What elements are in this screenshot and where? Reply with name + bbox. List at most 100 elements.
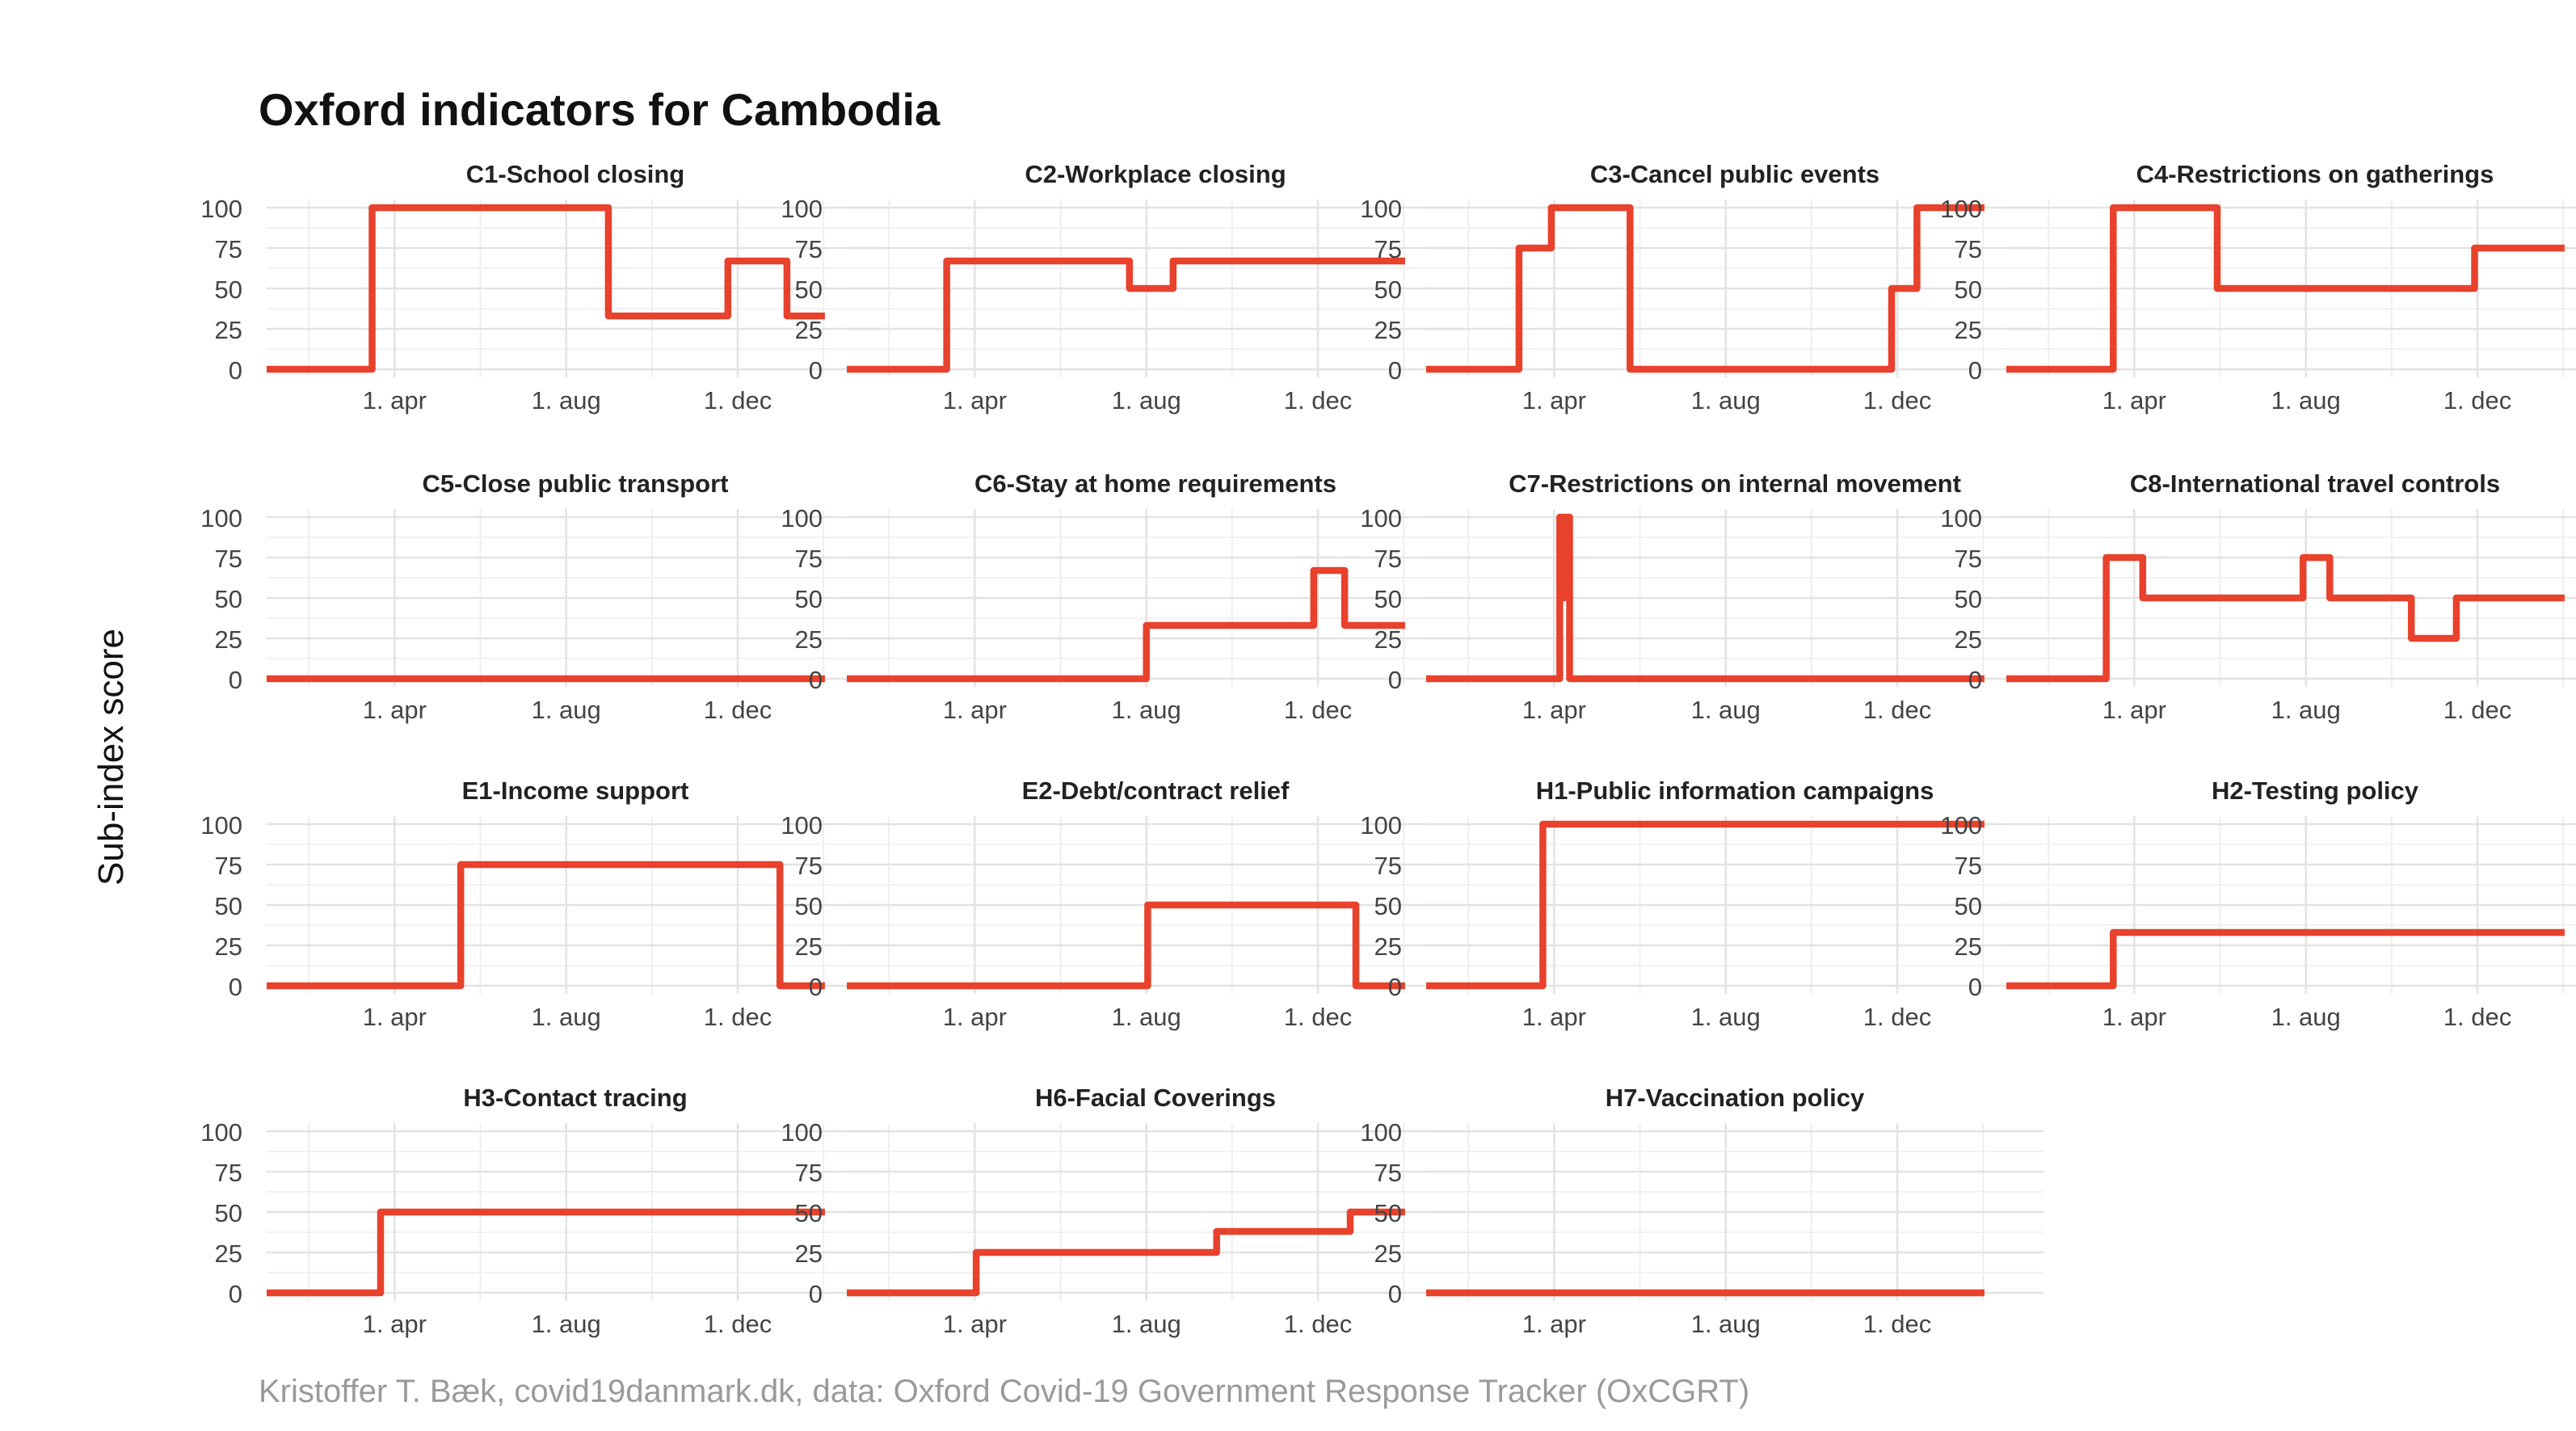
facet-panel: 0 25 50 75 100 1. apr 1. aug 1. dec C1-School cl… (200, 160, 884, 415)
y-tick-label: 25 (215, 1239, 242, 1268)
y-tick-label: 0 (809, 666, 823, 694)
x-tick-label: 1. dec (2443, 696, 2511, 724)
facet-title: C3-Cancel public events (1590, 160, 1879, 188)
x-tick-label: 1. dec (2443, 1003, 2511, 1031)
x-tick-label: 1. aug (2271, 696, 2341, 724)
y-tick-label: 0 (229, 666, 242, 694)
x-tick-label: 1. aug (1691, 1310, 1761, 1338)
facet-panel: 0 25 50 75 100 1. apr 1. aug 1. dec H3-Contact t… (200, 1084, 884, 1338)
x-tick-label: 1. apr (1522, 1310, 1586, 1338)
facet-title: C4-Restrictions on gatherings (2136, 160, 2494, 188)
y-tick-label: 75 (795, 852, 823, 880)
facet-title: H2-Testing policy (2212, 777, 2419, 805)
y-tick-label: 100 (781, 195, 823, 223)
facet-title: C5-Close public transport (423, 469, 729, 498)
y-tick-label: 75 (215, 1159, 242, 1187)
y-tick-label: 25 (1374, 625, 1402, 654)
series-line (2006, 928, 2565, 990)
x-tick-label: 1. dec (1284, 696, 1352, 724)
y-tick-label: 25 (795, 316, 823, 344)
x-tick-label: 1. apr (363, 1310, 427, 1338)
x-tick-label: 1. dec (1284, 386, 1352, 415)
y-tick-label: 50 (215, 585, 242, 613)
y-tick-label: 50 (215, 892, 242, 920)
y-tick-label: 25 (1374, 1239, 1402, 1268)
y-tick-label: 0 (809, 973, 823, 1001)
series-line (1426, 820, 1985, 990)
x-tick-label: 1. aug (2271, 1003, 2341, 1031)
facet-panel: 0 25 50 75 100 1. apr 1. aug 1. dec C5-Close pub… (200, 469, 884, 724)
y-tick-label: 100 (200, 504, 242, 532)
y-tick-label: 0 (809, 1280, 823, 1308)
y-tick-label: 50 (795, 892, 823, 920)
facet-panel: 0 25 50 75 100 1. apr 1. aug 1. dec C4-Restricti… (1940, 160, 2576, 415)
y-tick-label: 0 (1388, 973, 1402, 1001)
facet-panel: 0 25 50 75 100 1. apr 1. aug 1. dec C7-Restricti… (1360, 469, 2044, 724)
facet-panel: 0 25 50 75 100 1. apr 1. aug 1. dec C8-Internati… (1940, 469, 2576, 724)
x-tick-label: 1. apr (943, 696, 1007, 724)
series-line (847, 1208, 1405, 1297)
y-tick-label: 75 (1955, 235, 1982, 263)
facet-panel: 0 25 50 75 100 1. apr 1. aug 1. dec C3-Cancel pu… (1360, 160, 2044, 415)
y-tick-label: 50 (795, 1199, 823, 1227)
x-tick-label: 1. aug (1691, 1003, 1761, 1031)
x-tick-label: 1. dec (1863, 1003, 1931, 1031)
x-tick-label: 1. apr (1522, 386, 1586, 415)
series-line (267, 204, 825, 373)
series-line (847, 901, 1405, 990)
x-tick-label: 1. dec (1284, 1003, 1352, 1031)
y-tick-label: 0 (809, 356, 823, 385)
x-tick-label: 1. aug (1691, 386, 1761, 415)
y-tick-label: 0 (1388, 666, 1402, 694)
y-tick-label: 25 (1374, 316, 1402, 344)
series-line (267, 1208, 825, 1297)
y-tick-label: 50 (1374, 276, 1402, 304)
series-line (2006, 553, 2565, 683)
facet-title: H7-Vaccination policy (1606, 1084, 1865, 1112)
facet-title: C7-Restrictions on internal movement (1509, 469, 1961, 498)
y-tick-label: 50 (1374, 585, 1402, 613)
x-tick-label: 1. aug (1112, 696, 1181, 724)
x-tick-label: 1. dec (704, 386, 772, 415)
facet-title: H1-Public information campaigns (1536, 777, 1934, 805)
y-tick-label: 75 (215, 852, 242, 880)
facet-title: C2-Workplace closing (1025, 160, 1286, 188)
y-tick-label: 50 (1955, 585, 1982, 613)
x-tick-label: 1. aug (532, 1310, 601, 1338)
x-tick-label: 1. apr (943, 386, 1007, 415)
x-tick-label: 1. apr (2102, 386, 2166, 415)
y-tick-label: 50 (795, 585, 823, 613)
x-tick-label: 1. aug (1112, 1310, 1181, 1338)
facet-panel: 0 25 50 75 100 1. apr 1. aug 1. dec H7-Vaccinati… (1360, 1084, 2044, 1338)
facet-title: C1-School closing (466, 160, 684, 188)
y-tick-label: 100 (200, 811, 242, 840)
series-line (2006, 204, 2565, 373)
y-tick-label: 100 (1940, 504, 1982, 532)
y-axis-label: Sub-index score (91, 629, 131, 886)
y-tick-label: 100 (1940, 811, 1982, 840)
caption: Kristoffer T. Bæk, covid19danmark.dk, da… (259, 1374, 1749, 1409)
x-tick-label: 1. aug (2271, 386, 2341, 415)
series-line (847, 257, 1405, 373)
facet-panel: 0 25 50 75 100 1. apr 1. aug 1. dec H2-Testing p… (1940, 777, 2576, 1031)
x-tick-label: 1. apr (1522, 1003, 1586, 1031)
x-tick-label: 1. dec (704, 696, 772, 724)
y-tick-label: 25 (795, 932, 823, 961)
x-tick-label: 1. dec (1284, 1310, 1352, 1338)
facet-panel: 0 25 50 75 100 1. apr 1. aug 1. dec C2-Workplace… (781, 160, 1464, 415)
x-tick-label: 1. apr (2102, 1003, 2166, 1031)
y-tick-label: 100 (781, 504, 823, 532)
x-tick-label: 1. apr (363, 386, 427, 415)
y-tick-label: 25 (215, 932, 242, 961)
y-tick-label: 100 (1360, 195, 1402, 223)
x-tick-label: 1. dec (1863, 386, 1931, 415)
y-tick-label: 0 (1968, 973, 1982, 1001)
facet-panel: 0 25 50 75 100 1. apr 1. aug 1. dec C6-Stay at h… (781, 469, 1464, 724)
y-tick-label: 25 (1955, 625, 1982, 654)
facet-title: C8-International travel controls (2130, 469, 2500, 498)
y-tick-label: 50 (1374, 892, 1402, 920)
facet-panel: 0 25 50 75 100 1. apr 1. aug 1. dec H1-Public in… (1360, 777, 2044, 1031)
y-tick-label: 100 (200, 1118, 242, 1147)
facet-panels: 0 25 50 75 100 1. apr 1. aug 1. dec C1-School cl… (200, 160, 2576, 1338)
y-tick-label: 0 (229, 356, 242, 385)
